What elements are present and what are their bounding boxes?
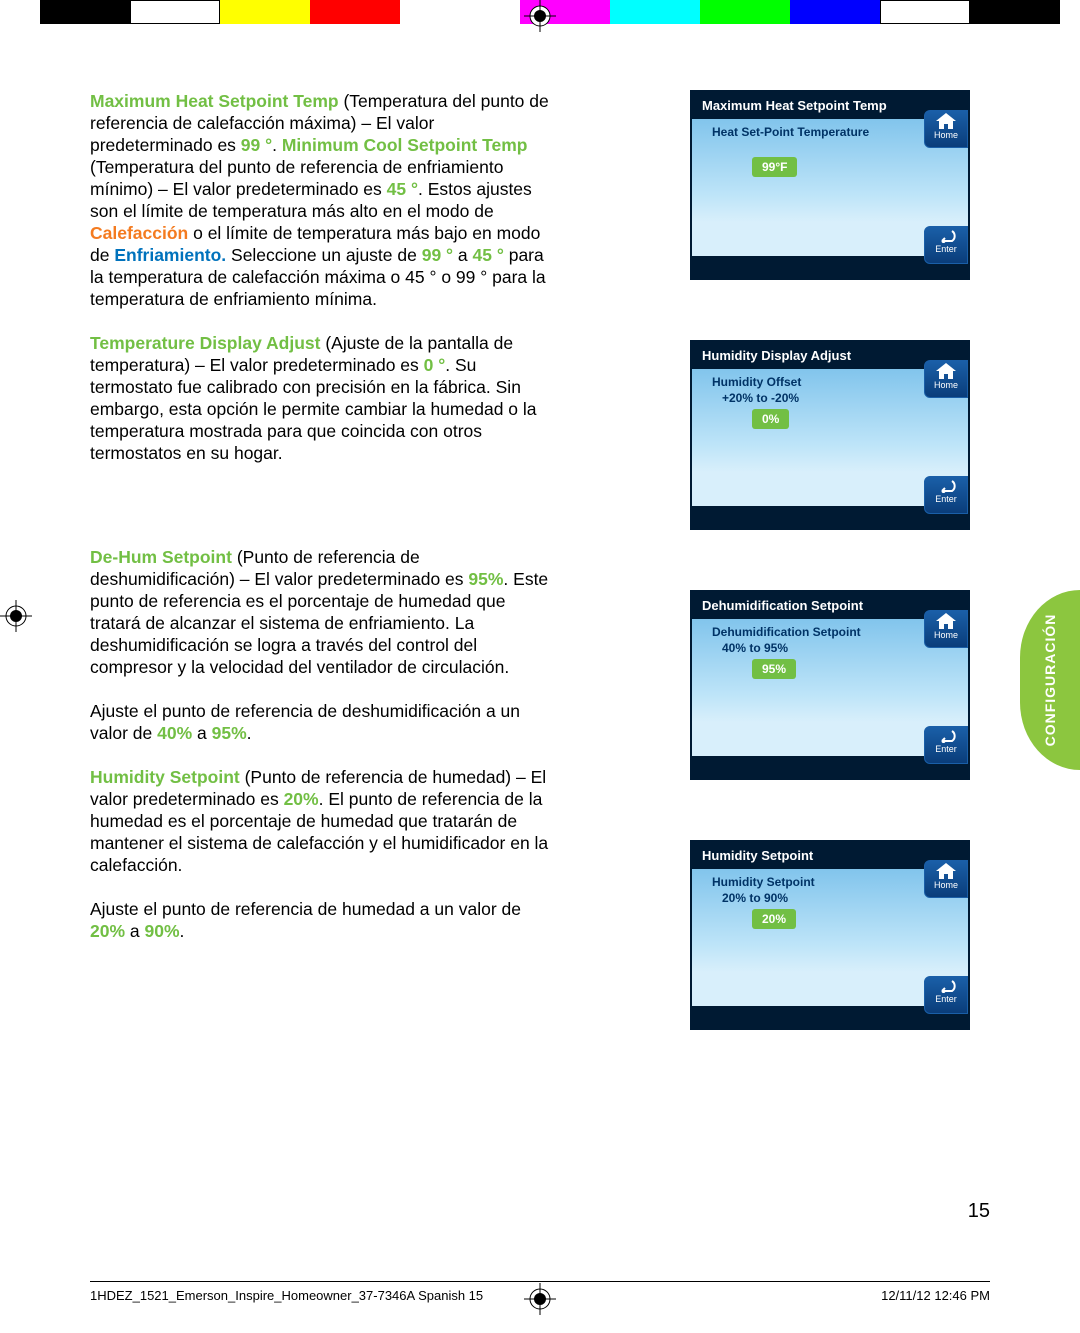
back-arrow-icon xyxy=(936,979,956,993)
paragraph-dehum: De-Hum Setpoint (Punto de referencia de … xyxy=(90,546,550,678)
paragraph-humidity: Humidity Setpoint (Punto de referencia d… xyxy=(90,766,550,876)
value-badge: 95% xyxy=(752,659,796,679)
print-footer: 1HDEZ_1521_Emerson_Inspire_Homeowner_37-… xyxy=(90,1281,990,1303)
paragraph-max-heat: Maximum Heat Setpoint Temp (Temperatura … xyxy=(90,90,550,310)
enter-button[interactable]: Enter xyxy=(924,726,968,764)
footer-timestamp: 12/11/12 12:46 PM xyxy=(881,1288,990,1303)
value-badge: 0% xyxy=(752,409,789,429)
screenshots-column: Maximum Heat Setpoint Temp Heat Set-Poin… xyxy=(690,90,990,1090)
enter-button[interactable]: Enter xyxy=(924,226,968,264)
home-label: Home xyxy=(934,130,958,140)
home-label: Home xyxy=(934,630,958,640)
home-label: Home xyxy=(934,380,958,390)
page-number: 15 xyxy=(968,1200,990,1223)
thermostat-screen-0: Maximum Heat Setpoint Temp Heat Set-Poin… xyxy=(690,90,970,280)
registration-mark-left xyxy=(0,600,32,632)
enter-button[interactable]: Enter xyxy=(924,476,968,514)
enter-label: Enter xyxy=(935,244,957,254)
section-tab-label: CONFIGURACIÓN xyxy=(1042,614,1058,747)
registration-mark-top xyxy=(524,0,556,32)
value-badge: 99°F xyxy=(752,157,797,177)
paragraph-dehum-range: Ajuste el punto de referencia de deshumi… xyxy=(90,700,550,744)
home-icon xyxy=(936,613,956,629)
back-arrow-icon xyxy=(936,229,956,243)
home-icon xyxy=(936,863,956,879)
home-button[interactable]: Home xyxy=(924,610,968,648)
back-arrow-icon xyxy=(936,729,956,743)
back-arrow-icon xyxy=(936,479,956,493)
footer-filename: 1HDEZ_1521_Emerson_Inspire_Homeowner_37-… xyxy=(90,1288,483,1303)
paragraph-humidity-range: Ajuste el punto de referencia de humedad… xyxy=(90,898,550,942)
page-content: Maximum Heat Setpoint Temp (Temperatura … xyxy=(90,60,990,1253)
paragraph-temp-display: Temperature Display Adjust (Ajuste de la… xyxy=(90,332,550,464)
home-label: Home xyxy=(934,880,958,890)
enter-button[interactable]: Enter xyxy=(924,976,968,1014)
home-icon xyxy=(936,363,956,379)
thermostat-screen-2: Dehumidification Setpoint Dehumidificati… xyxy=(690,590,970,780)
home-icon xyxy=(936,113,956,129)
home-button[interactable]: Home xyxy=(924,360,968,398)
thermostat-screen-3: Humidity Setpoint Humidity Setpoint 20% … xyxy=(690,840,970,1030)
home-button[interactable]: Home xyxy=(924,110,968,148)
enter-label: Enter xyxy=(935,744,957,754)
thermostat-screen-1: Humidity Display Adjust Humidity Offset … xyxy=(690,340,970,530)
enter-label: Enter xyxy=(935,494,957,504)
text-column: Maximum Heat Setpoint Temp (Temperatura … xyxy=(90,90,550,964)
home-button[interactable]: Home xyxy=(924,860,968,898)
enter-label: Enter xyxy=(935,994,957,1004)
section-tab-configuracion: CONFIGURACIÓN xyxy=(1020,590,1080,770)
value-badge: 20% xyxy=(752,909,796,929)
